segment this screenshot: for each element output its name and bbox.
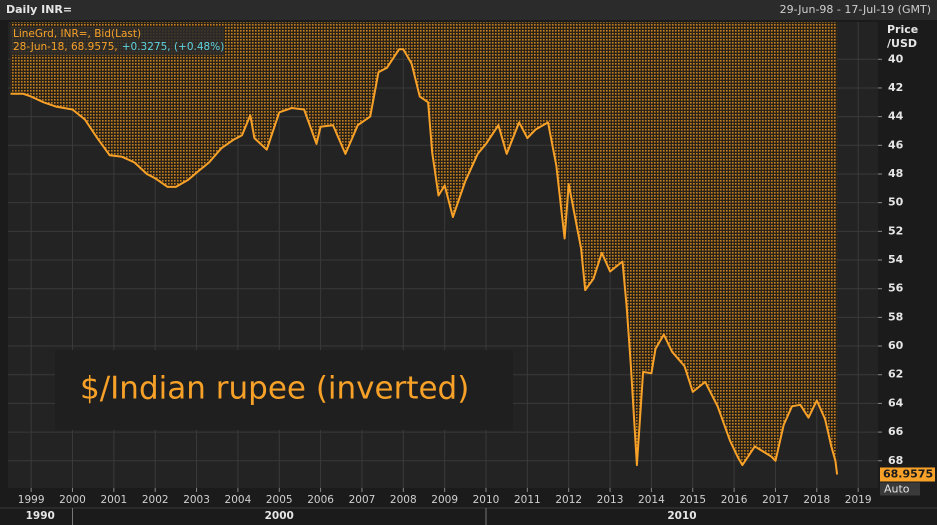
- chart-title: Daily INR=: [6, 3, 72, 16]
- legend-entry: LineGrd, INR=, Bid(Last): [13, 28, 141, 40]
- period-label: 2000: [265, 510, 294, 522]
- x-tick-label: 2011: [514, 494, 541, 506]
- x-tick-label: 2012: [555, 494, 582, 506]
- x-tick-label: 2015: [679, 494, 706, 506]
- x-tick-label: 2010: [473, 494, 500, 506]
- y-tick-label: 48: [888, 167, 903, 180]
- status-text: 28-Jun-18, 68.9575,: [13, 41, 118, 53]
- x-tick-label: 2006: [307, 494, 334, 506]
- y-tick-label: 40: [888, 52, 904, 65]
- y-tick-label: 58: [888, 310, 903, 323]
- last-price-box: [880, 467, 935, 482]
- plot: [10, 22, 839, 475]
- y-axis-title: Price: [887, 23, 918, 36]
- x-tick-label: 2019: [845, 494, 872, 506]
- x-tick-label: 2009: [431, 494, 458, 506]
- header-bar: [0, 0, 937, 20]
- y-axis-title: /USD: [887, 37, 917, 50]
- y-tick-label: 44: [888, 110, 904, 123]
- line: [10, 48, 839, 475]
- x-tick-label: 2007: [349, 494, 376, 506]
- y-tick-label: 68: [888, 454, 903, 467]
- x-tick-label: 2001: [100, 494, 127, 506]
- y-tick-label: 64: [888, 396, 904, 409]
- annotation: $/Indian rupee (inverted): [80, 371, 469, 407]
- scale-mode: Auto: [884, 482, 910, 495]
- annotation-box: [55, 350, 513, 430]
- y-tick-label: 62: [888, 368, 903, 381]
- y-tick-label: 50: [888, 196, 904, 209]
- last-price-label: 68.9575: [883, 467, 933, 480]
- x-tick-label: 2008: [390, 494, 417, 506]
- x-tick-label: 2005: [266, 494, 293, 506]
- period-label: 2010: [667, 510, 696, 522]
- area: [10, 22, 838, 475]
- y-tick-label: 42: [888, 81, 903, 94]
- y-tick-label: 56: [888, 282, 904, 295]
- y-tick-label: 60: [888, 339, 904, 352]
- chart-subtitle: 29-Jun-98 - 17-Jul-19 (GMT): [780, 3, 931, 16]
- x-tick-label: 2000: [59, 494, 86, 506]
- x-tick-label: 1999: [18, 494, 45, 506]
- x-tick-label: 2004: [225, 494, 252, 506]
- x-tick-label: 2017: [762, 494, 789, 506]
- x-tick-label: 2003: [183, 494, 210, 506]
- y-tick-label: 46: [888, 138, 904, 151]
- x-tick-label: 2002: [142, 494, 169, 506]
- y-tick-label: 52: [888, 224, 903, 237]
- x-tick-label: 2018: [803, 494, 830, 506]
- x-tick-label: 2013: [597, 494, 624, 506]
- change-text: +0.3275, (+0.48%): [122, 41, 225, 53]
- legend-box: [10, 27, 224, 55]
- y-tick-label: 66: [888, 425, 904, 438]
- period-label: 1990: [26, 510, 55, 522]
- x-tick-label: 2014: [638, 494, 665, 506]
- axes: 40 42 44 46 48 50 52 54 56 58 60 62 64 66 68 1999 2000 20…: [18, 52, 935, 525]
- scale-mode-box: [880, 482, 920, 496]
- y-tick-label: 54: [888, 253, 904, 266]
- x-tick-label: 2016: [721, 494, 748, 506]
